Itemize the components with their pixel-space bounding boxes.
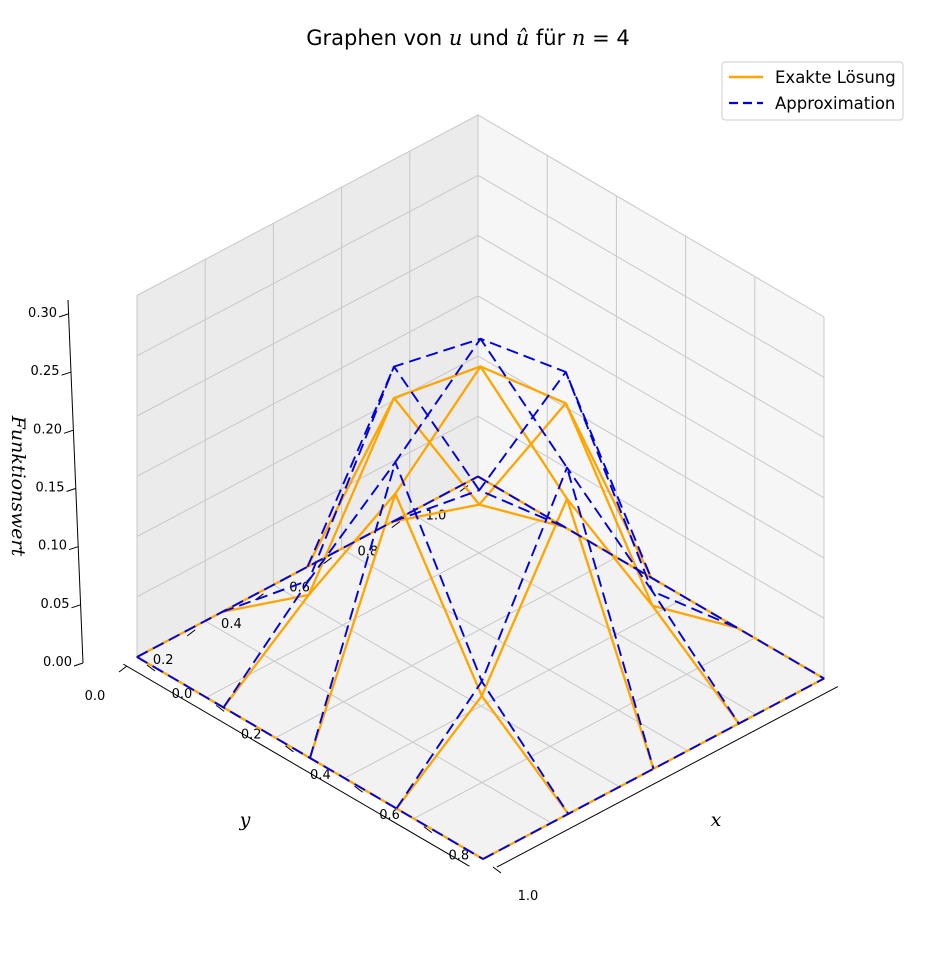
- y-tick-mark: [186, 629, 196, 637]
- z-tick-label: 0.25: [31, 364, 60, 379]
- wire-line-const-x: [136, 475, 479, 658]
- wire-line-const-x: [222, 365, 565, 709]
- x-tick-mark: [146, 664, 156, 672]
- x-axis-label: x: [711, 809, 722, 831]
- z-tick-mark: [66, 488, 76, 492]
- x-tick-mark: [285, 745, 294, 753]
- y-tick-mark: [459, 485, 469, 492]
- tick-labels: 0.00.00.20.20.40.40.60.60.80.81.01.00.00…: [28, 306, 538, 904]
- y-tick-mark: [323, 557, 332, 565]
- z-tick-label: 0.05: [41, 597, 70, 612]
- z-tick-mark: [61, 371, 71, 376]
- z-tick-label: 0.00: [43, 655, 72, 670]
- x-axis-line: [496, 686, 839, 868]
- z-tick-label: 0.10: [38, 539, 67, 554]
- z-tick-label: 0.15: [36, 481, 65, 496]
- wire-line-const-x: [308, 365, 653, 760]
- x-tick-mark: [215, 705, 225, 712]
- z-axis-label: Funktionswert: [7, 415, 29, 557]
- y-tick-mark: [391, 521, 401, 528]
- legend-label-exact: Exakte Lösung: [775, 68, 896, 87]
- grid-line-z: [136, 174, 825, 378]
- legend-label-approximation: Approximation: [775, 94, 895, 113]
- z-tick-mark: [63, 429, 74, 434]
- wire-line-const-y: [477, 475, 825, 680]
- x-tick-label: 0.0: [172, 687, 193, 702]
- z-axis-line: [67, 299, 84, 664]
- z-tick-mark: [73, 662, 84, 667]
- x-tick-mark: [423, 826, 433, 833]
- grid-line-z: [136, 295, 825, 499]
- y-tick-label: 0.0: [85, 689, 106, 704]
- x-tick-label: 1.0: [518, 889, 539, 904]
- axis-lines: [67, 299, 839, 868]
- x-tick-label: 0.6: [379, 808, 400, 823]
- z-tick-mark: [68, 546, 79, 551]
- y-tick-label: 0.4: [221, 617, 242, 632]
- tick-marks: [58, 313, 502, 874]
- grid-line-z: [136, 355, 825, 559]
- y-tick-label: 0.6: [289, 581, 310, 596]
- surfaces: [135, 337, 826, 861]
- wire-line-const-x: [395, 497, 739, 810]
- wire-line-const-x: [222, 396, 566, 709]
- z-tick-label: 0.30: [28, 306, 57, 321]
- grid-line-z: [136, 114, 825, 318]
- wire-line-const-x: [309, 337, 652, 759]
- y-axis-label: y: [239, 809, 251, 831]
- z-tick-label: 0.20: [33, 422, 62, 437]
- y-tick-mark: [118, 665, 128, 673]
- series-approximation: [136, 337, 825, 860]
- x-tick-label: 0.4: [310, 768, 331, 783]
- grid-line-z: [136, 415, 825, 619]
- x-tick-mark: [492, 866, 502, 874]
- x-tick-mark: [354, 785, 363, 793]
- grid-line-z: [136, 234, 825, 438]
- z-tick-mark: [58, 313, 69, 318]
- y-axis-line: [123, 663, 470, 867]
- y-tick-label: 0.8: [357, 545, 378, 560]
- y-tick-label: 0.2: [153, 653, 174, 668]
- legend-frame: [721, 61, 904, 121]
- wire-line-const-x: [395, 466, 738, 810]
- chart-title: Graphen von u und û für n = 4: [306, 26, 630, 50]
- x-tick-label: 0.2: [241, 727, 262, 742]
- z-tick-mark: [71, 604, 81, 609]
- x-tick-label: 0.8: [448, 849, 469, 864]
- legend: Exakte Lösung Approximation: [721, 61, 904, 121]
- wire-line-const-x: [482, 677, 825, 860]
